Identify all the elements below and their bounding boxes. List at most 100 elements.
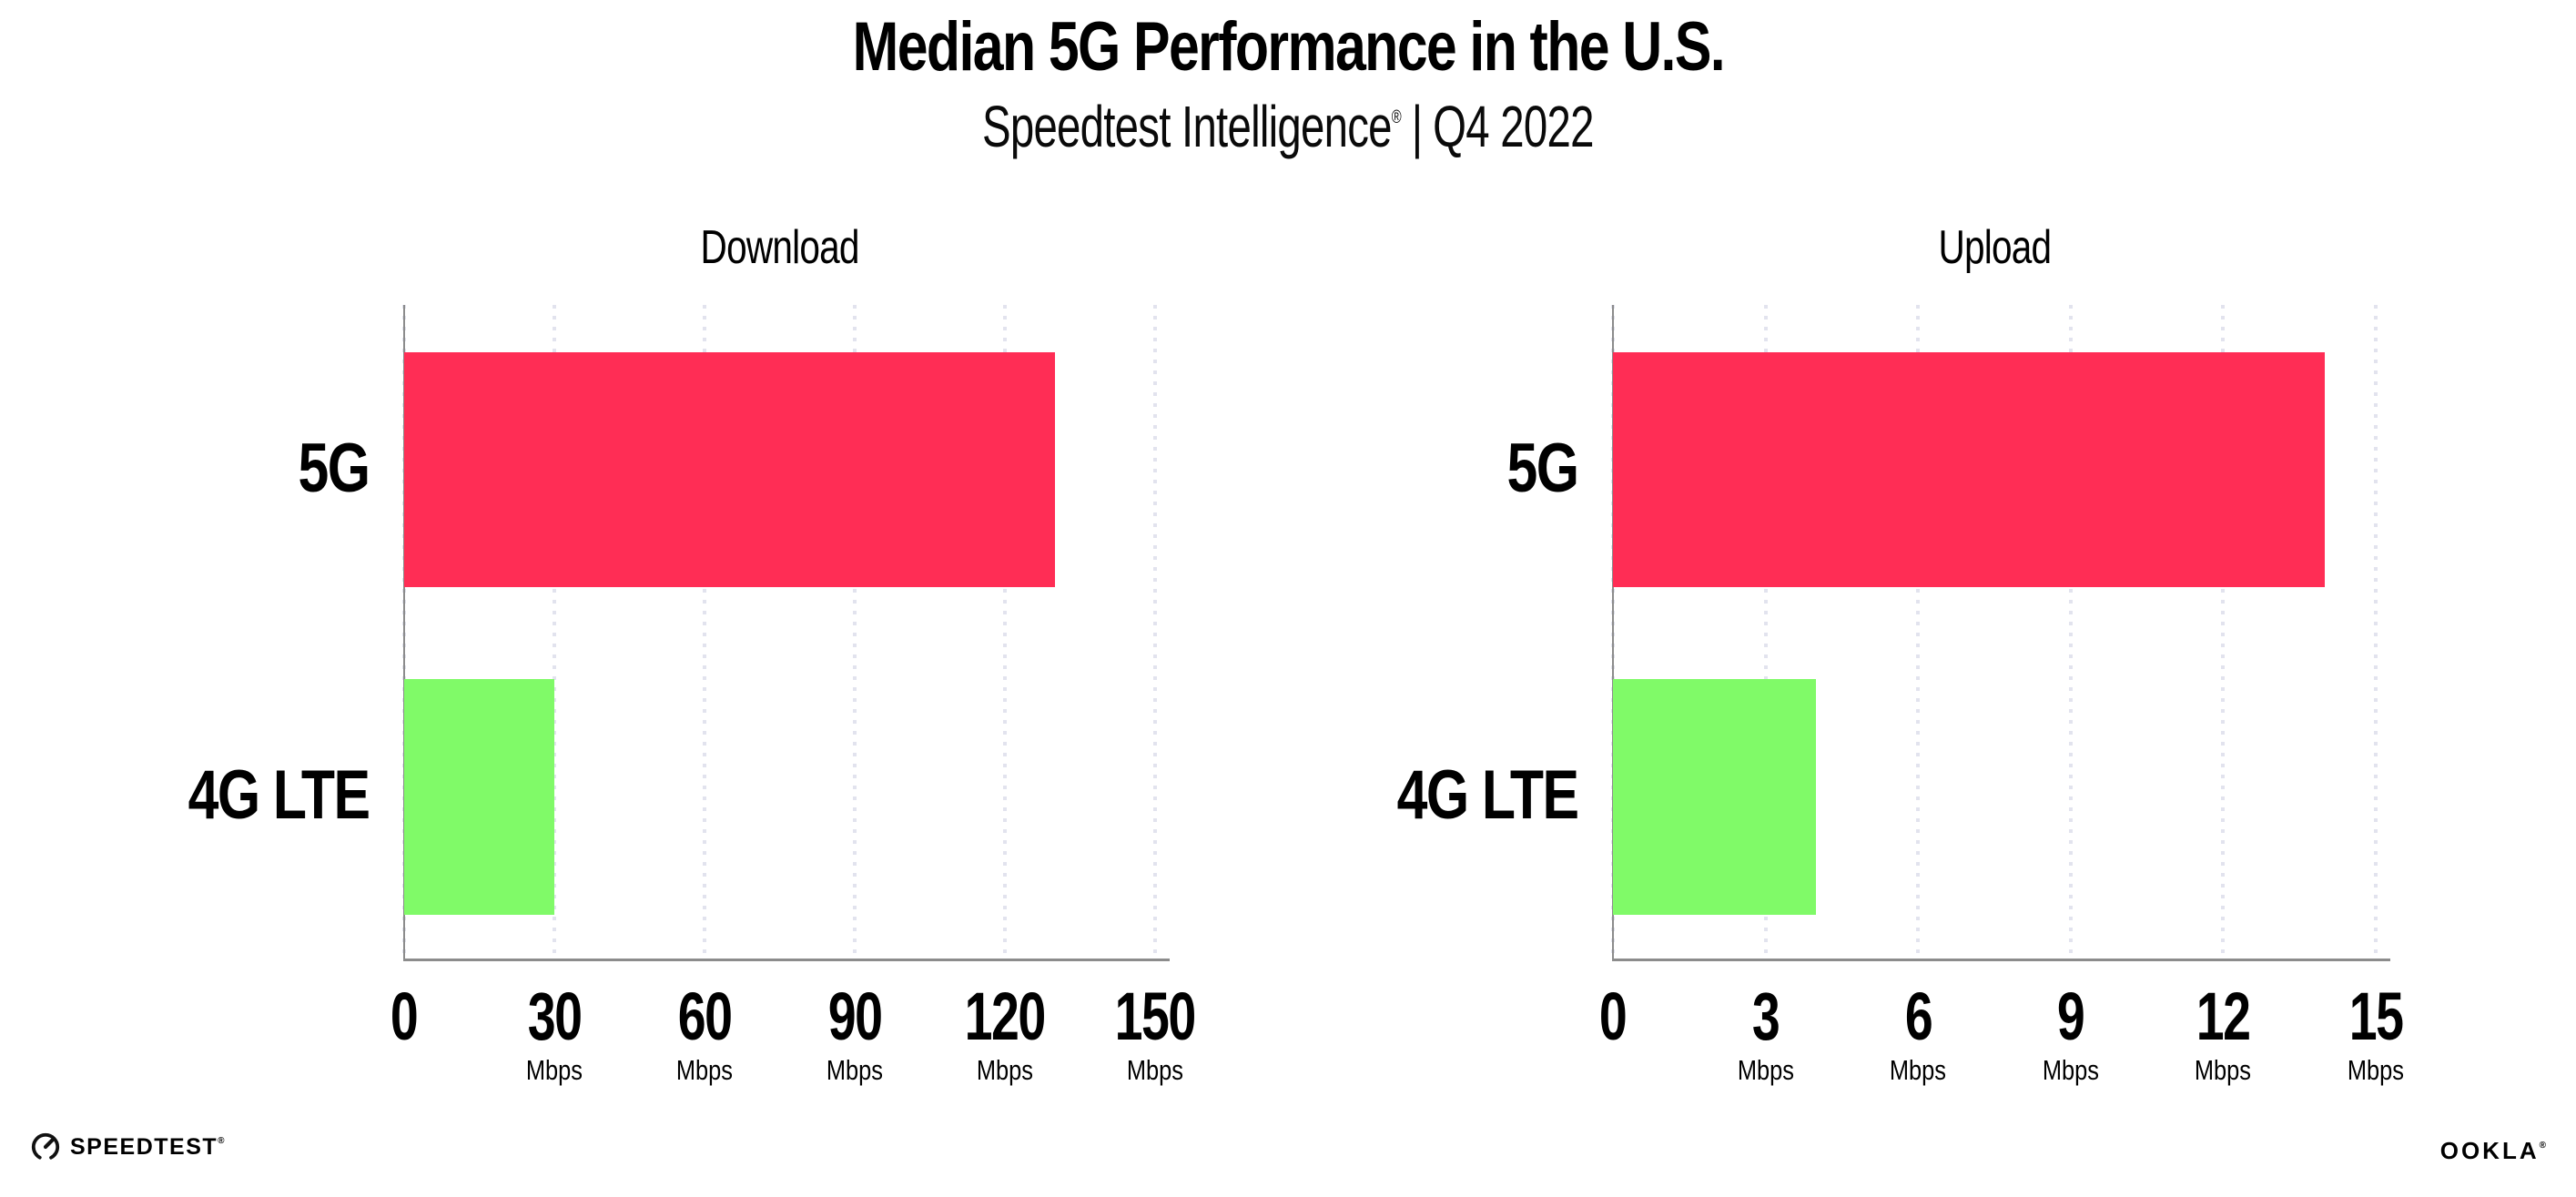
tick-unit: Mbps bbox=[463, 1054, 645, 1086]
bar-5g bbox=[404, 352, 1055, 587]
category-label-text: 5G bbox=[298, 429, 370, 507]
tick-unit-text: Mbps bbox=[2347, 1054, 2405, 1086]
x-tick-12: 12 Mbps bbox=[2132, 983, 2314, 1086]
subtitle-brand: Speedtest Intelligence bbox=[982, 94, 1392, 159]
bar-4g-lte bbox=[404, 679, 554, 915]
x-axis-line bbox=[1612, 959, 2390, 961]
tick-unit: Mbps bbox=[1064, 1054, 1246, 1086]
x-tick-6: 6 Mbps bbox=[1827, 983, 2009, 1086]
tick-value: 0 bbox=[313, 983, 495, 1050]
page-subtitle-text: Speedtest Intelligence® | Q4 2022 bbox=[982, 95, 1594, 158]
tick-value-text: 9 bbox=[2057, 979, 2085, 1054]
tick-value: 3 bbox=[1675, 983, 1857, 1050]
tick-unit-text: Mbps bbox=[2195, 1054, 2252, 1086]
tick-value-text: 90 bbox=[827, 979, 883, 1054]
tick-unit: Mbps bbox=[1675, 1054, 1857, 1086]
category-label-4g-lte: 4G LTE bbox=[1176, 756, 1578, 835]
registered-mark: ® bbox=[1391, 107, 1402, 127]
tick-value: 30 bbox=[463, 983, 645, 1050]
x-tick-3: 3 Mbps bbox=[1675, 983, 1857, 1086]
panel-title-upload: Upload bbox=[1613, 221, 2376, 276]
x-tick-150: 150 Mbps bbox=[1064, 983, 1246, 1086]
y-axis-line bbox=[1612, 305, 1614, 959]
x-axis-line bbox=[403, 959, 1170, 961]
gridline-120 bbox=[1003, 305, 1007, 959]
speedtest-wordmark: SPEEDTEST® bbox=[70, 1133, 227, 1160]
tick-value: 90 bbox=[764, 983, 946, 1050]
tick-value-text: 60 bbox=[677, 979, 733, 1054]
tick-value-text: 6 bbox=[1904, 979, 1933, 1054]
tick-value-text: 30 bbox=[527, 979, 583, 1054]
tick-value-text: 120 bbox=[964, 979, 1047, 1054]
category-label-text: 4G LTE bbox=[188, 756, 370, 835]
ookla-wordmark-text: OOKLA bbox=[2439, 1137, 2540, 1164]
tick-unit: Mbps bbox=[1980, 1054, 2162, 1086]
gridline-3 bbox=[1763, 305, 1768, 959]
panel-title-download: Download bbox=[404, 221, 1155, 276]
tick-unit: Mbps bbox=[914, 1054, 1096, 1086]
page-title-text: Median 5G Performance in the U.S. bbox=[852, 8, 1725, 86]
x-tick-90: 90 Mbps bbox=[764, 983, 946, 1086]
x-tick-0: 0 bbox=[1522, 983, 1704, 1050]
gridline-150 bbox=[1153, 305, 1157, 959]
subtitle-separator: | bbox=[1411, 94, 1423, 159]
tick-value: 12 bbox=[2132, 983, 2314, 1050]
bar-4g-lte bbox=[1613, 679, 1817, 915]
speedtest-wordmark-text: SPEEDTEST bbox=[70, 1133, 218, 1160]
tick-value-text: 0 bbox=[1599, 979, 1628, 1054]
tick-value: 120 bbox=[914, 983, 1096, 1050]
gridline-60 bbox=[703, 305, 706, 959]
x-tick-15: 15 Mbps bbox=[2285, 983, 2467, 1086]
tick-unit-text: Mbps bbox=[675, 1054, 734, 1086]
tick-value: 9 bbox=[1980, 983, 2162, 1050]
category-label-text: 4G LTE bbox=[1396, 756, 1578, 835]
tick-value: 150 bbox=[1064, 983, 1246, 1050]
x-tick-9: 9 Mbps bbox=[1980, 983, 2162, 1086]
category-label-text: 5G bbox=[1506, 429, 1579, 507]
plot-area-upload bbox=[1611, 305, 2390, 961]
category-label-4g-lte: 4G LTE bbox=[0, 756, 370, 835]
speedtest-registered-mark: ® bbox=[218, 1136, 227, 1147]
tick-value-text: 0 bbox=[390, 979, 419, 1054]
speedtest-logo: SPEEDTEST® bbox=[30, 1131, 226, 1162]
x-tick-60: 60 Mbps bbox=[614, 983, 796, 1086]
page-title: Median 5G Performance in the U.S. bbox=[0, 13, 2576, 82]
y-axis-line bbox=[403, 305, 405, 959]
category-label-5g: 5G bbox=[0, 429, 370, 507]
tick-value: 6 bbox=[1827, 983, 2009, 1050]
tick-unit: Mbps bbox=[614, 1054, 796, 1086]
ookla-registered-mark: ® bbox=[2539, 1141, 2546, 1151]
x-tick-0: 0 bbox=[313, 983, 495, 1050]
panel-title-text: Download bbox=[700, 221, 859, 274]
gridline-9 bbox=[2068, 305, 2073, 959]
x-tick-30: 30 Mbps bbox=[463, 983, 645, 1086]
category-label-5g: 5G bbox=[1176, 429, 1579, 507]
tick-value: 60 bbox=[614, 983, 796, 1050]
tick-unit: Mbps bbox=[764, 1054, 946, 1086]
panel-title-text: Upload bbox=[1938, 221, 2052, 274]
bar-5g bbox=[1613, 352, 2326, 587]
tick-unit: Mbps bbox=[2285, 1054, 2467, 1086]
gridline-90 bbox=[853, 305, 857, 959]
tick-unit-text: Mbps bbox=[2042, 1054, 2099, 1086]
subtitle-period: Q4 2022 bbox=[1433, 94, 1594, 159]
tick-unit-text: Mbps bbox=[1890, 1054, 1947, 1086]
tick-value-text: 3 bbox=[1751, 979, 1780, 1054]
x-tick-120: 120 Mbps bbox=[914, 983, 1096, 1086]
tick-unit-text: Mbps bbox=[976, 1054, 1034, 1086]
page-subtitle: Speedtest Intelligence® | Q4 2022 bbox=[0, 95, 2576, 158]
tick-unit: Mbps bbox=[1827, 1054, 2009, 1086]
tick-unit-text: Mbps bbox=[525, 1054, 583, 1086]
gridline-12 bbox=[2221, 305, 2226, 959]
tick-unit-text: Mbps bbox=[1737, 1054, 1794, 1086]
tick-value-text: 12 bbox=[2196, 979, 2251, 1054]
gridline-6 bbox=[1916, 305, 1921, 959]
tick-unit-text: Mbps bbox=[1126, 1054, 1184, 1086]
tick-value: 15 bbox=[2285, 983, 2467, 1050]
ookla-logo: OOKLA® bbox=[2440, 1139, 2546, 1162]
plot-area-download bbox=[402, 305, 1170, 961]
tick-unit-text: Mbps bbox=[826, 1054, 884, 1086]
